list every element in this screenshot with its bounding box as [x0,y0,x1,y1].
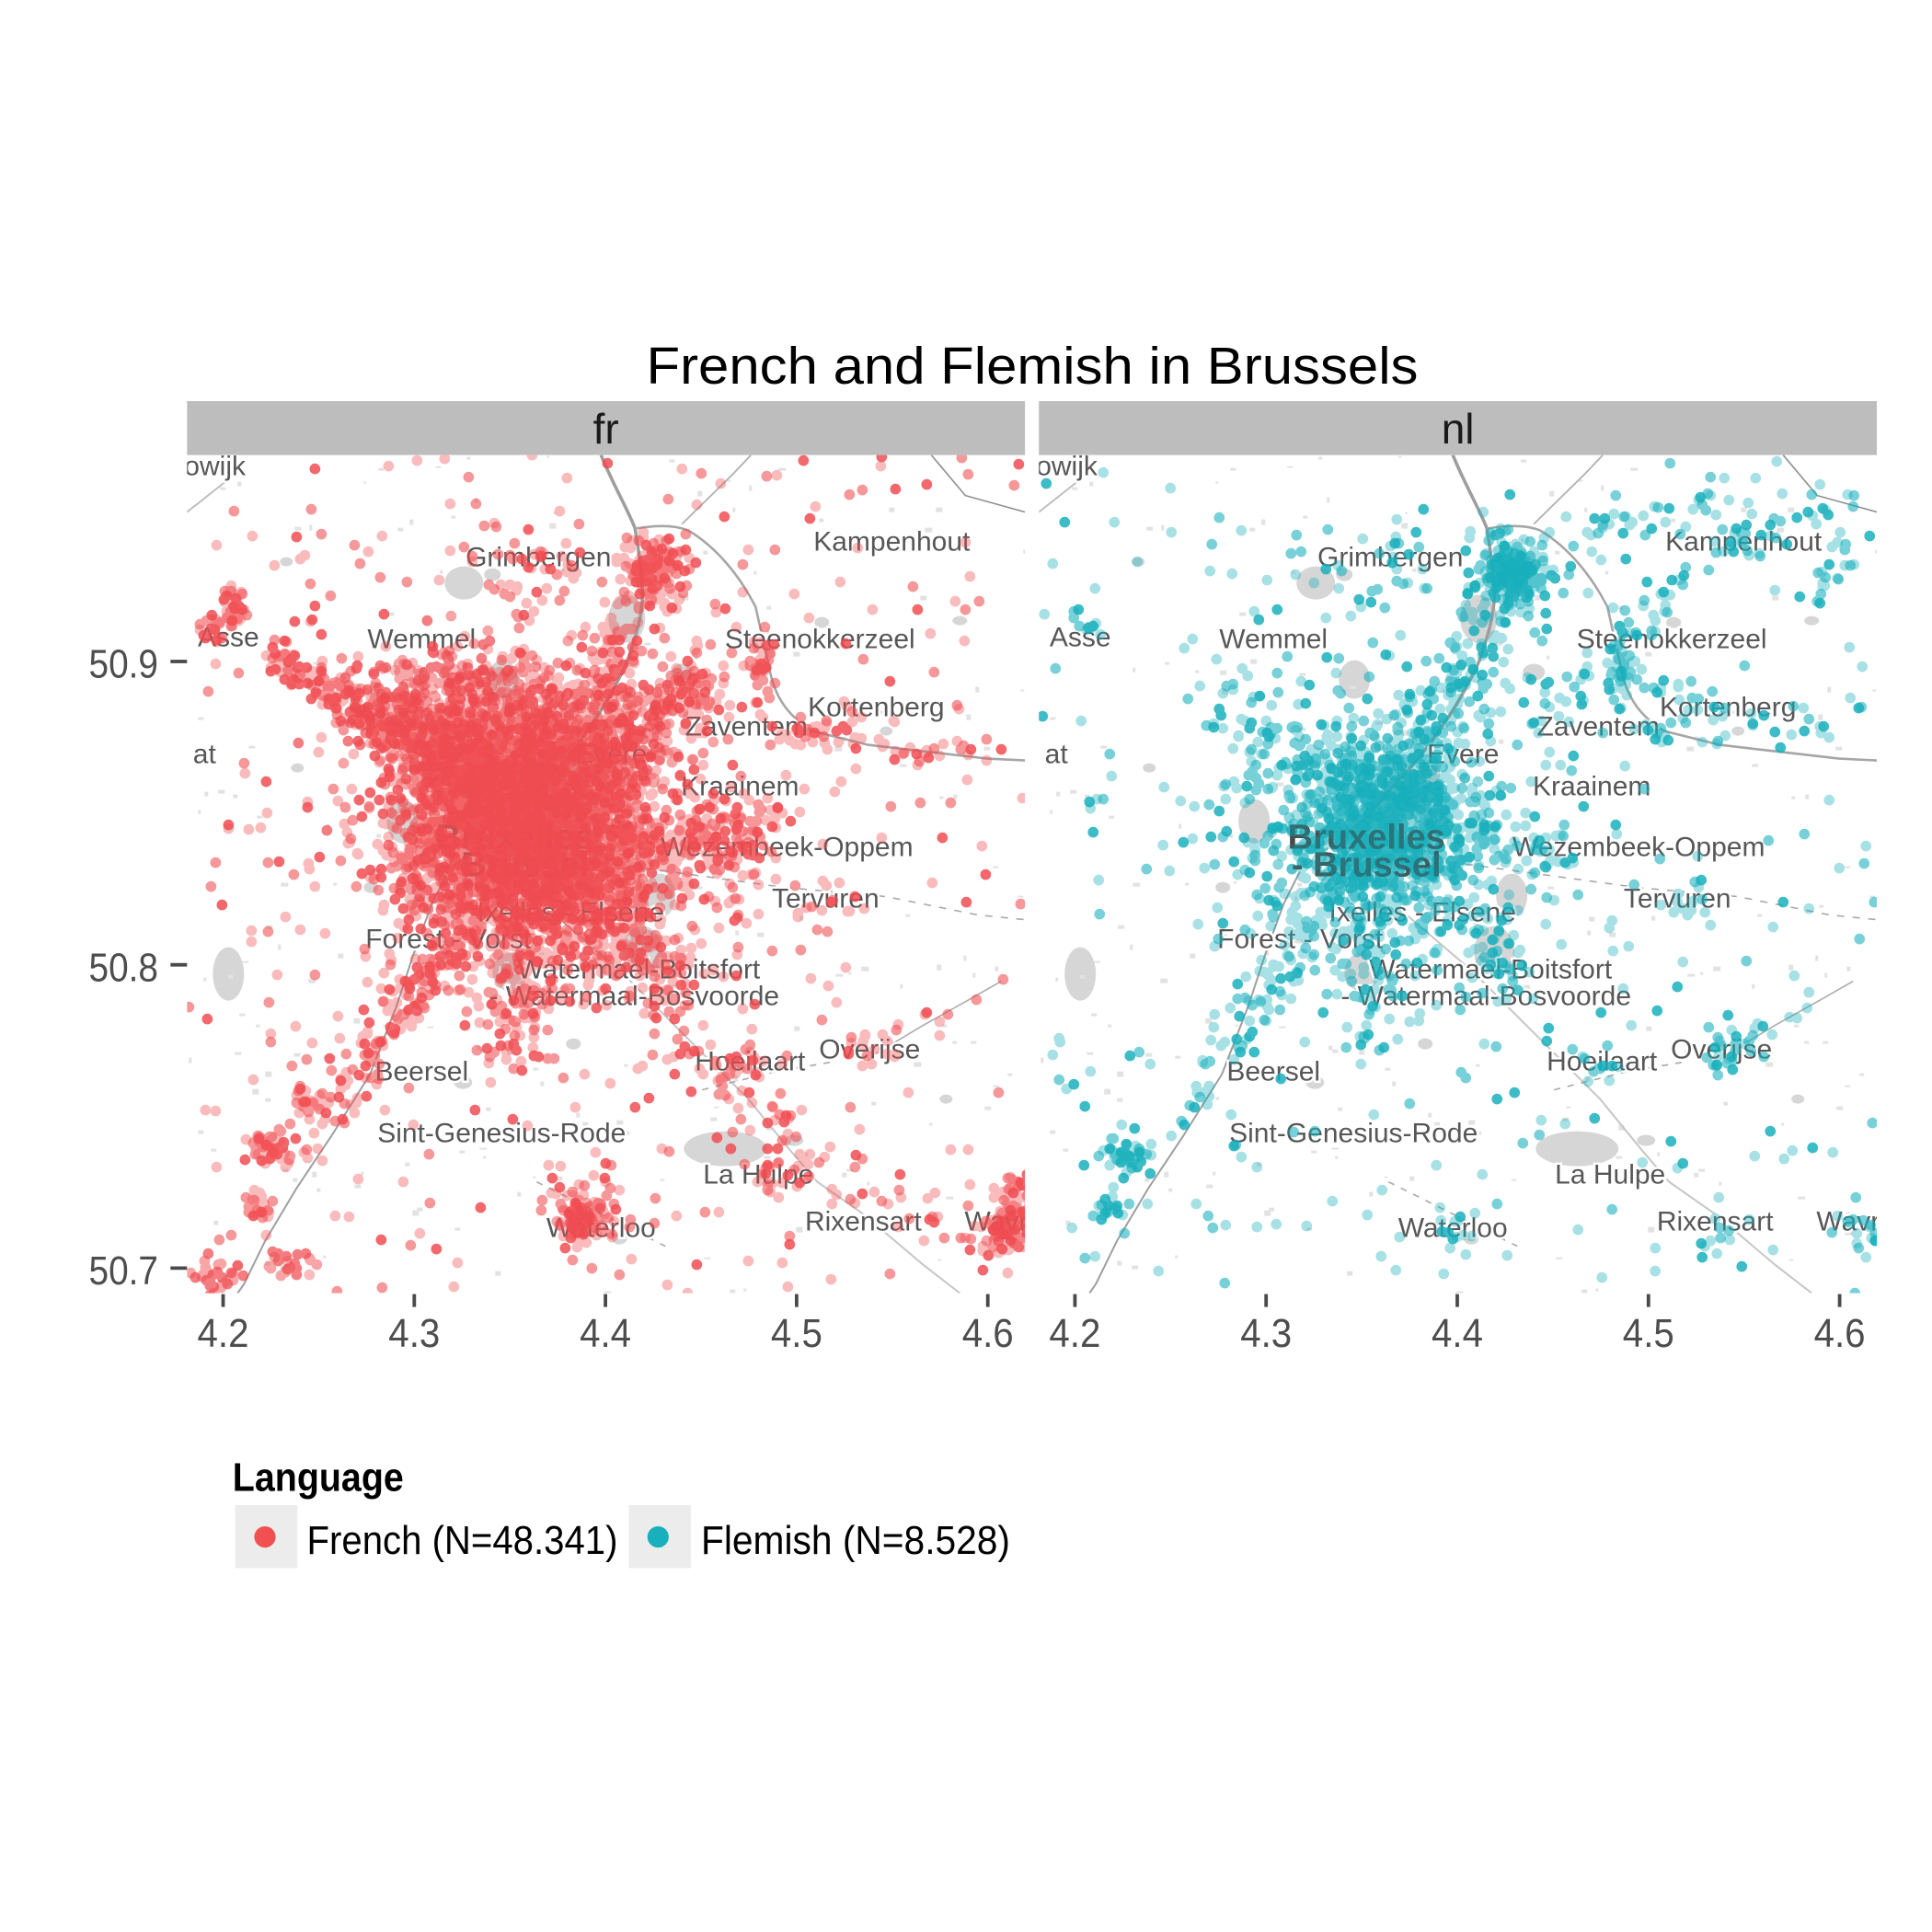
svg-text:French and Flemish in Brussels: French and Flemish in Brussels [647,337,1419,396]
svg-text:50.7: 50.7 [89,1248,159,1294]
svg-text:fr: fr [593,405,619,453]
svg-text:Language: Language [233,1455,404,1501]
svg-text:4.2: 4.2 [198,1311,249,1356]
svg-text:nl: nl [1442,405,1475,453]
svg-text:French (N=48.341): French (N=48.341) [307,1518,618,1563]
svg-text:4.3: 4.3 [388,1311,440,1356]
svg-text:4.5: 4.5 [771,1311,822,1356]
svg-text:4.4: 4.4 [580,1311,631,1356]
svg-text:4.6: 4.6 [1814,1311,1866,1356]
svg-text:4.5: 4.5 [1623,1311,1674,1356]
svg-text:4.6: 4.6 [962,1311,1014,1356]
svg-text:50.9: 50.9 [89,642,159,687]
svg-text:Flemish (N=8.528): Flemish (N=8.528) [701,1518,1010,1563]
svg-text:4.4: 4.4 [1432,1311,1483,1356]
svg-text:4.2: 4.2 [1049,1311,1100,1356]
svg-text:50.8: 50.8 [89,945,159,990]
svg-text:4.3: 4.3 [1240,1311,1292,1356]
